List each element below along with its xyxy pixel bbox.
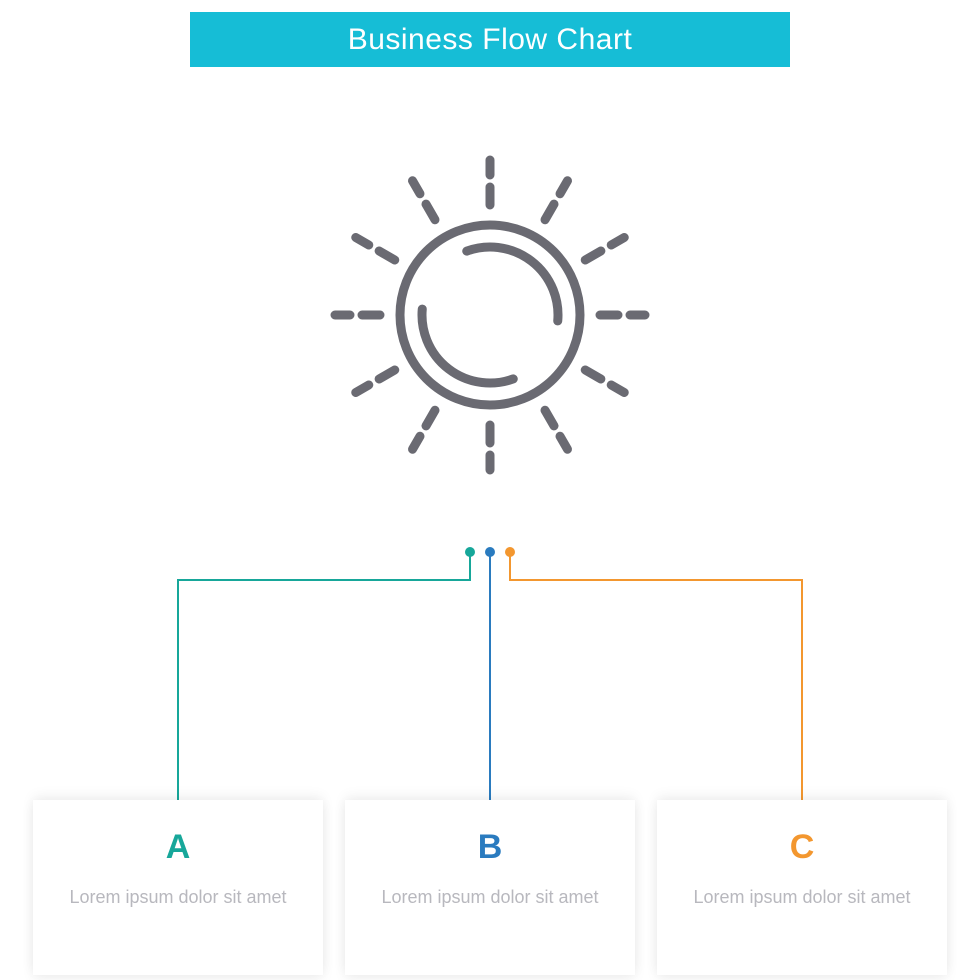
card-b: B Lorem ipsum dolor sit amet (345, 800, 635, 975)
card-a: A Lorem ipsum dolor sit amet (33, 800, 323, 975)
card-b-text: Lorem ipsum dolor sit amet (345, 885, 635, 909)
card-a-letter: A (33, 828, 323, 867)
card-b-letter: B (345, 828, 635, 867)
card-c-letter: C (657, 828, 947, 867)
card-row: A Lorem ipsum dolor sit amet B Lorem ips… (0, 800, 980, 980)
card-c-text: Lorem ipsum dolor sit amet (657, 885, 947, 909)
sun-icon (305, 130, 675, 500)
flow-connectors (0, 540, 980, 820)
card-c: C Lorem ipsum dolor sit amet (657, 800, 947, 975)
header-title-text: Business Flow Chart (348, 23, 633, 57)
card-a-text: Lorem ipsum dolor sit amet (33, 885, 323, 909)
header-title-bar: Business Flow Chart (190, 12, 790, 67)
